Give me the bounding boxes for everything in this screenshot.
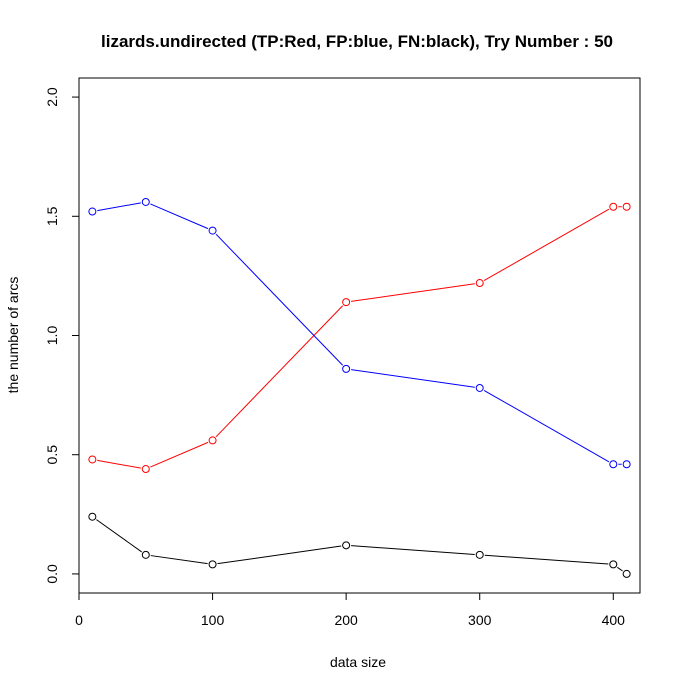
series-segment: [351, 283, 475, 302]
data-point: [141, 197, 150, 206]
y-axis: 0.0 0.5 1.0 1.5 2.0: [44, 87, 80, 584]
data-point: [88, 512, 97, 521]
y-axis-label: the number of arcs: [5, 277, 21, 394]
series-1: [88, 202, 631, 474]
plot-frame: [78, 77, 641, 594]
data-point: [208, 226, 217, 235]
x-tick-label: 0: [75, 612, 83, 628]
series-segment: [96, 519, 143, 553]
data-point: [342, 364, 351, 373]
data-point: [342, 298, 351, 307]
series-segment: [215, 233, 344, 366]
x-tick-label: 300: [468, 612, 492, 628]
data-point: [141, 465, 150, 474]
series-segment: [351, 369, 475, 388]
y-tick-label: 0.5: [44, 445, 60, 465]
series-3: [88, 512, 631, 578]
series-segment: [484, 554, 609, 565]
series-layer: [88, 197, 631, 578]
x-tick-label: 200: [334, 612, 358, 628]
data-point: [475, 550, 484, 559]
series-segment: [483, 208, 610, 282]
y-tick-label: 0.0: [44, 564, 60, 584]
series-segment: [217, 545, 342, 565]
data-point: [475, 383, 484, 392]
series-segment: [215, 305, 344, 438]
series-segment: [617, 566, 623, 572]
x-tick-label: 400: [602, 612, 626, 628]
data-point: [208, 436, 217, 445]
chart-title: lizards.undirected (TP:Red, FP:blue, FN:…: [101, 32, 613, 51]
data-point: [208, 560, 217, 569]
data-point: [609, 460, 618, 469]
data-point: [622, 460, 631, 469]
series-segment: [150, 203, 209, 230]
data-point: [622, 569, 631, 578]
x-tick-label: 100: [201, 612, 225, 628]
y-tick-label: 1.0: [44, 326, 60, 346]
y-tick-label: 1.5: [44, 206, 60, 226]
x-axis: 0 100 200 300 400: [75, 592, 626, 628]
data-point: [88, 207, 97, 216]
series-segment: [150, 555, 208, 565]
data-point: [141, 550, 150, 559]
series-segment: [483, 389, 610, 463]
data-point: [475, 279, 484, 288]
series-segment: [150, 441, 209, 468]
y-tick-label: 2.0: [44, 87, 60, 107]
data-point: [88, 455, 97, 464]
series-segment: [97, 459, 141, 469]
series-segment: [97, 202, 141, 212]
data-point: [609, 202, 618, 211]
series-2: [88, 197, 631, 469]
data-point: [622, 202, 631, 211]
data-point: [342, 541, 351, 550]
data-point: [609, 560, 618, 569]
series-segment: [351, 545, 475, 555]
x-axis-label: data size: [330, 654, 386, 670]
